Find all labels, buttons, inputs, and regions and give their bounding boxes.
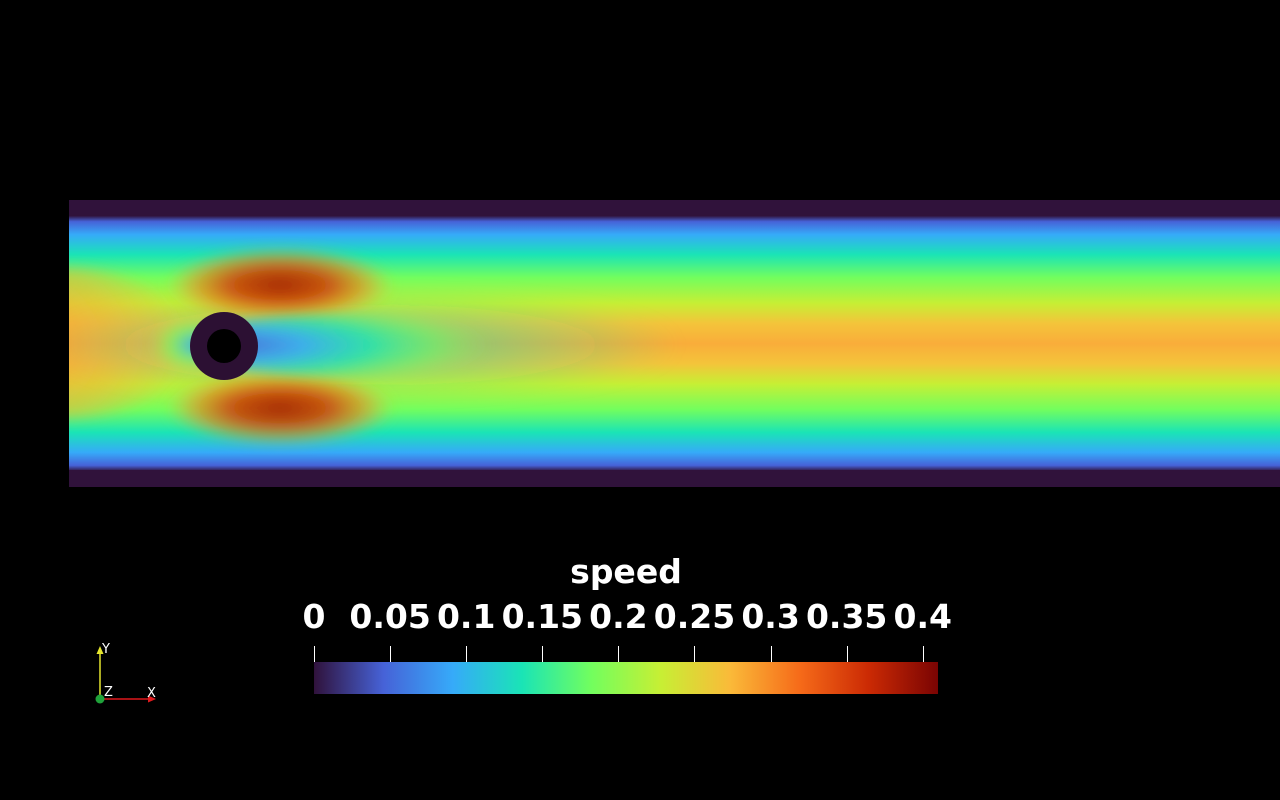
z-axis-marker [95, 694, 105, 704]
colorbar-tick-labels: 0 0.05 0.1 0.15 0.2 0.25 0.3 0.35 0.4 [0, 596, 1280, 640]
colorbar-fill [314, 662, 938, 694]
colorbar-tick-marks [0, 646, 1280, 672]
colorbar-tick-mark [847, 646, 848, 672]
x-axis-label: X [147, 686, 156, 701]
y-axis-arrowhead [96, 646, 104, 654]
x-axis-arrowhead [148, 695, 156, 703]
orientation-axes-widget[interactable]: Y Z X [90, 640, 170, 712]
colorbar-tick-label: 0.05 [349, 597, 431, 636]
colorbar-tick-mark [390, 646, 391, 672]
colorbar-gradient [314, 662, 938, 694]
colorbar-tick-label: 0.35 [805, 597, 888, 636]
lower-acceleration-region [165, 370, 395, 446]
wake-low-speed-region [190, 315, 490, 375]
colorbar-tick-label: 0 [302, 597, 326, 636]
colorbar-tick-label: 0.2 [589, 597, 648, 636]
colorbar-tick-mark [466, 646, 467, 672]
y-axis-label: Y [102, 642, 110, 657]
cylinder-obstacle-core [207, 329, 241, 363]
colorbar-tick-label: 0.4 [893, 597, 952, 636]
colorbar-tick-mark [694, 646, 695, 672]
colorbar-tick-mark [923, 646, 924, 672]
top-wall [69, 200, 1280, 216]
colorbar-tick-mark [771, 646, 772, 672]
colorbar-title: speed [570, 552, 682, 591]
axes-triad-graphic [95, 646, 156, 704]
colorbar-tick-mark [314, 646, 315, 672]
colorbar-tick-label: 0.15 [501, 597, 583, 636]
upper-acceleration-region [165, 247, 395, 323]
colorbar-tick-label: 0.3 [741, 597, 800, 636]
colorbar-tick-label: 0.25 [653, 597, 736, 636]
bottom-wall [69, 470, 1280, 487]
z-axis-label: Z [104, 685, 113, 700]
colorbar-tick-mark [542, 646, 543, 672]
colorbar-tick-label: 0.1 [436, 597, 496, 636]
colorbar-tick-mark [618, 646, 619, 672]
